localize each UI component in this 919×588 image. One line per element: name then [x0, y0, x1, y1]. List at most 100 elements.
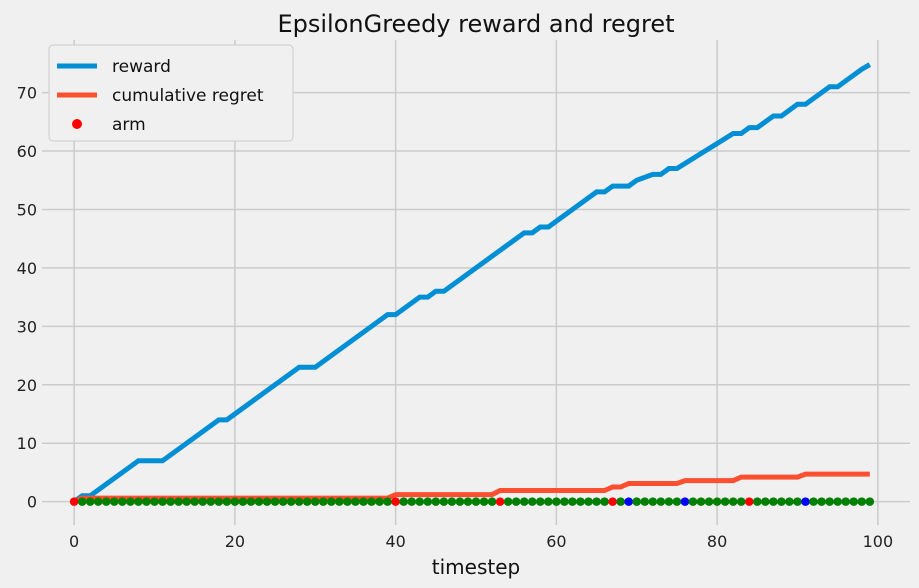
- arm-point: [833, 497, 842, 506]
- y-tick-label: 10: [17, 434, 37, 453]
- arm-point: [737, 497, 746, 506]
- arm-point: [158, 497, 167, 506]
- arm-point: [809, 497, 818, 506]
- arm-point: [415, 497, 424, 506]
- arm-point: [713, 497, 722, 506]
- arm-point: [592, 497, 601, 506]
- y-tick-label: 60: [17, 142, 37, 161]
- arm-point: [351, 497, 360, 506]
- arm-point: [391, 497, 400, 506]
- arm-point: [632, 497, 641, 506]
- arm-point: [198, 497, 207, 506]
- arm-point: [287, 497, 296, 506]
- x-tick-label: 80: [707, 532, 727, 551]
- arm-point: [496, 497, 505, 506]
- arm-point: [142, 497, 151, 506]
- arm-point: [866, 497, 875, 506]
- arm-point: [78, 497, 87, 506]
- arm-point: [600, 497, 609, 506]
- arm-point: [86, 497, 95, 506]
- arm-point: [423, 497, 432, 506]
- arm-point: [134, 497, 143, 506]
- arm-point: [206, 497, 215, 506]
- arm-point: [102, 497, 111, 506]
- x-tick-label: 40: [385, 532, 405, 551]
- arm-point: [383, 497, 392, 506]
- arm-point: [793, 497, 802, 506]
- arm-point: [118, 497, 127, 506]
- arm-point: [359, 497, 368, 506]
- arm-point: [560, 497, 569, 506]
- arm-point: [520, 497, 529, 506]
- arm-point: [480, 497, 489, 506]
- arm-point: [448, 497, 457, 506]
- x-tick-label: 20: [225, 532, 245, 551]
- legend-swatch-arm: [72, 119, 82, 129]
- arm-point: [488, 497, 497, 506]
- y-tick-label: 30: [17, 317, 37, 336]
- arm-point: [239, 497, 248, 506]
- legend-label-cumulative-regret: cumulative regret: [112, 86, 264, 106]
- arm-point: [640, 497, 649, 506]
- arm-point: [697, 497, 706, 506]
- arm-point: [215, 497, 224, 506]
- arm-point: [673, 497, 682, 506]
- arm-point: [166, 497, 175, 506]
- arm-point: [319, 497, 328, 506]
- arm-point: [456, 497, 465, 506]
- y-tick-label: 20: [17, 376, 37, 395]
- arm-point: [745, 497, 754, 506]
- chart-title: EpsilonGreedy reward and regret: [277, 10, 674, 38]
- y-tick-label: 40: [17, 259, 37, 278]
- arm-point: [367, 497, 376, 506]
- x-axis-label: timestep: [432, 555, 520, 579]
- arm-point: [174, 497, 183, 506]
- legend-label-arm: arm: [112, 115, 146, 135]
- x-tick-label: 100: [863, 532, 894, 551]
- arm-point: [616, 497, 625, 506]
- arm-point: [94, 497, 103, 506]
- arm-point: [841, 497, 850, 506]
- arm-point: [303, 497, 312, 506]
- arm-point: [657, 497, 666, 506]
- arm-point: [576, 497, 585, 506]
- arm-point: [528, 497, 537, 506]
- arm-point: [375, 497, 384, 506]
- arm-point: [407, 497, 416, 506]
- arm-point: [624, 497, 633, 506]
- arm-point: [247, 497, 256, 506]
- arm-point: [568, 497, 577, 506]
- arm-point: [753, 497, 762, 506]
- arm-point: [512, 497, 521, 506]
- arm-point: [110, 497, 119, 506]
- x-tick-label: 0: [69, 532, 79, 551]
- x-tick-label: 60: [546, 532, 566, 551]
- arm-point: [432, 497, 441, 506]
- arm-point: [231, 497, 240, 506]
- arm-point: [552, 497, 561, 506]
- arm-point: [255, 497, 264, 506]
- arm-point: [801, 497, 810, 506]
- arm-point: [190, 497, 199, 506]
- arm-point: [343, 497, 352, 506]
- arm-point: [649, 497, 658, 506]
- arm-point: [182, 497, 191, 506]
- arm-point: [721, 497, 730, 506]
- arm-point: [544, 497, 553, 506]
- arm-point: [817, 497, 826, 506]
- arm-point: [849, 497, 858, 506]
- arm-point: [681, 497, 690, 506]
- y-tick-label: 50: [17, 200, 37, 219]
- arm-point: [689, 497, 698, 506]
- arm-point: [504, 497, 513, 506]
- arm-point: [472, 497, 481, 506]
- arm-point: [271, 497, 280, 506]
- arm-point: [440, 497, 449, 506]
- arm-point: [608, 497, 617, 506]
- arm-point: [279, 497, 288, 506]
- arm-point: [70, 497, 79, 506]
- arm-point: [536, 497, 545, 506]
- y-tick-label: 70: [17, 84, 37, 103]
- arm-point: [223, 497, 232, 506]
